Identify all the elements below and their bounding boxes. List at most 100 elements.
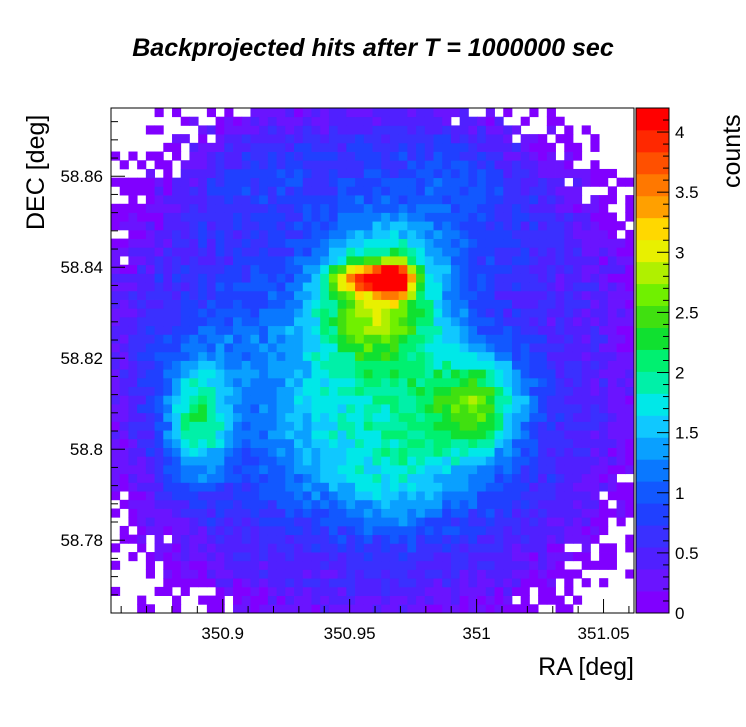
heatmap-cell (416, 534, 426, 544)
heatmap-cell (416, 595, 426, 605)
heatmap-cell (276, 264, 286, 274)
heatmap-cell (111, 369, 121, 379)
heatmap-cell (564, 308, 574, 318)
heatmap-cell (407, 151, 417, 161)
heatmap-cell (468, 316, 478, 327)
heatmap-cell (276, 491, 286, 501)
heatmap-cell (302, 134, 312, 144)
heatmap-cell (381, 343, 391, 353)
heatmap-cell (328, 525, 339, 536)
heatmap-cell (206, 377, 216, 388)
heatmap-cell (407, 525, 417, 536)
heatmap-cell (572, 334, 583, 344)
heatmap-cell (511, 299, 522, 309)
heatmap-cell (311, 586, 321, 596)
heatmap-cell (259, 290, 269, 300)
heatmap-cell (206, 282, 216, 292)
heatmap-cell (337, 543, 347, 553)
heatmap-cell (424, 482, 434, 492)
heatmap-cell (128, 325, 138, 335)
heatmap-cell (285, 134, 295, 144)
heatmap-cell (215, 168, 225, 179)
heatmap-cell (468, 229, 478, 240)
heatmap-cell (459, 151, 469, 161)
heatmap-cell (250, 290, 260, 300)
heatmap-cells (111, 108, 635, 614)
heatmap-cell (215, 430, 225, 440)
heatmap-cell (416, 195, 426, 205)
heatmap-cell (529, 168, 539, 179)
heatmap-cell (590, 499, 600, 509)
heatmap-cell (128, 386, 138, 396)
heatmap-cell (381, 482, 391, 492)
heatmap-cell (538, 299, 548, 309)
heatmap-cell (520, 325, 530, 335)
heatmap-cell (163, 430, 173, 440)
heatmap-cell (198, 186, 208, 196)
heatmap-cell (137, 273, 147, 283)
heatmap-cell (433, 569, 443, 579)
heatmap-cell (250, 282, 260, 292)
heatmap-cell (259, 238, 269, 248)
heatmap-cell (285, 351, 295, 361)
heatmap-cell (311, 316, 321, 327)
heatmap-cell (328, 221, 339, 231)
heatmap-cell (233, 447, 243, 457)
heatmap-cell (302, 221, 312, 231)
heatmap-cell (294, 238, 304, 248)
heatmap-cell (111, 404, 121, 414)
heatmap-cell (450, 229, 461, 240)
heatmap-cell (215, 377, 225, 388)
heatmap-cell (424, 517, 434, 527)
heatmap-cell (215, 195, 225, 205)
heatmap-cell (111, 377, 121, 388)
heatmap-cell (372, 482, 382, 492)
heatmap-cell (433, 325, 443, 335)
heatmap-cell (328, 177, 339, 187)
heatmap-cell (529, 412, 539, 422)
heatmap-cell (538, 134, 548, 144)
heatmap-cell (250, 116, 260, 126)
heatmap-cell (320, 395, 330, 405)
heatmap-cell (529, 186, 539, 196)
heatmap-cell (511, 160, 522, 170)
heatmap-cell (285, 116, 295, 126)
heatmap-cell (442, 447, 452, 457)
heatmap-cell (180, 290, 190, 300)
heatmap-cell (311, 508, 321, 518)
heatmap-cell (154, 299, 164, 309)
heatmap-cell (320, 264, 330, 274)
heatmap-cell (555, 560, 565, 570)
heatmap-cell (389, 447, 400, 457)
heatmap-cell (355, 560, 365, 570)
heatmap-cell (363, 377, 373, 388)
heatmap-cell (564, 578, 574, 588)
heatmap-cell (346, 491, 356, 501)
heatmap-cell (233, 316, 243, 327)
heatmap-cell (172, 491, 182, 501)
heatmap-cell (407, 186, 417, 196)
heatmap-cell (163, 438, 173, 448)
heatmap-cell (372, 168, 382, 179)
heatmap-cell (424, 377, 434, 388)
heatmap-cell (546, 195, 556, 205)
heatmap-cell (259, 412, 269, 422)
heatmap-cell (294, 290, 304, 300)
heatmap-cell (590, 256, 600, 266)
heatmap-cell (459, 560, 469, 570)
heatmap-cell (389, 604, 400, 614)
heatmap-cell (485, 491, 495, 501)
heatmap-cell (477, 299, 487, 309)
heatmap-cell (172, 447, 182, 457)
heatmap-cell (389, 517, 400, 527)
heatmap-cell (180, 282, 190, 292)
heatmap-cell (224, 447, 234, 457)
heatmap-cell (433, 517, 443, 527)
heatmap-cell (572, 430, 583, 440)
heatmap-cell (259, 464, 269, 475)
heatmap-cell (206, 290, 216, 300)
heatmap-cell (511, 369, 522, 379)
heatmap-cell (572, 395, 583, 405)
heatmap-cell (450, 473, 461, 483)
heatmap-cell (267, 264, 278, 274)
